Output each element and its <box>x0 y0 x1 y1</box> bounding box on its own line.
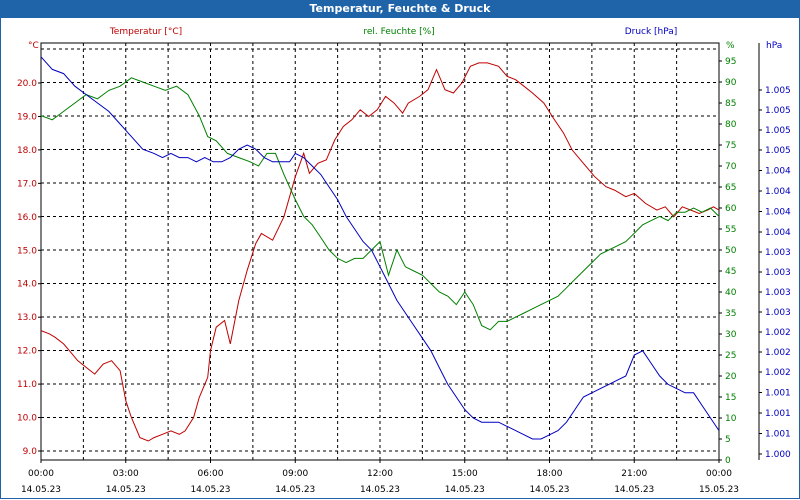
pressure-tick-label: 1.004 <box>765 228 791 238</box>
pressure-tick-label: 1.005 <box>765 126 791 136</box>
x-tick-label-time: 03:00 <box>113 469 139 479</box>
humidity-tick-label: 40 <box>725 288 737 298</box>
humidity-tick-label: 85 <box>725 99 736 109</box>
pressure-tick-label: 1.001 <box>765 389 791 399</box>
humidity-tick-label: 90 <box>725 78 737 88</box>
x-tick-label-time: 15:00 <box>452 469 478 479</box>
humidity-tick-label: 10 <box>725 414 737 424</box>
pressure-tick-label: 1.004 <box>765 208 791 218</box>
pressure-tick-label: 1.002 <box>765 328 791 338</box>
humidity-tick-label: 75 <box>725 141 736 151</box>
temperature-tick-label: 17.0 <box>17 179 37 189</box>
x-tick-label-time: 12:00 <box>367 469 393 479</box>
window-title: Temperatur, Feuchte & Druck <box>0 0 800 18</box>
humidity-tick-label: 30 <box>725 330 737 340</box>
x-tick-label-date: 14.05.23 <box>360 485 400 495</box>
humidity-tick-label: 70 <box>725 162 737 172</box>
x-tick-label-date: 14.05.23 <box>190 485 230 495</box>
pressure-tick-label: 1.003 <box>765 288 791 298</box>
humidity-tick-label: 20 <box>725 372 737 382</box>
humidity-tick-label: 55 <box>725 225 736 235</box>
chart-area: Temperatur [°C] rel. Feuchte [%] Druck [hP… <box>0 18 800 499</box>
pressure-tick-label: 1.004 <box>765 167 791 177</box>
humidity-tick-label: 95 <box>725 57 736 67</box>
humidity-tick-label: 65 <box>725 183 736 193</box>
pressure-tick-label: 1.001 <box>765 430 791 440</box>
x-tick-label-date: 14.05.23 <box>614 485 654 495</box>
humidity-tick-label: 5 <box>725 435 731 445</box>
pressure-series-line <box>40 56 720 440</box>
humidity-tick-label: 25 <box>725 351 736 361</box>
humidity-tick-label: 50 <box>725 246 737 256</box>
humidity-tick-label: 35 <box>725 309 736 319</box>
temperature-tick-label: 9.0 <box>23 447 38 457</box>
pressure-axis-title: Druck [hPa] <box>625 27 678 37</box>
x-tick-label-time: 18:00 <box>537 469 563 479</box>
temperature-tick-label: 10.0 <box>17 414 37 424</box>
temperature-axis-title: Temperatur [°C] <box>109 27 182 37</box>
x-tick-label-time: 09:00 <box>282 469 308 479</box>
pressure-tick-label: 1.005 <box>765 146 791 156</box>
pressure-tick-label: 1.003 <box>765 268 791 278</box>
x-tick-label-date: 14.05.23 <box>21 485 61 495</box>
x-tick-label-time: 06:00 <box>198 469 224 479</box>
temperature-series-line <box>40 62 720 442</box>
temperature-tick-label: 14.0 <box>17 280 37 290</box>
humidity-tick-label: 80 <box>725 120 737 130</box>
humidity-axis-title: rel. Feuchte [%] <box>363 27 434 37</box>
pressure-tick-label: 1.003 <box>765 308 791 318</box>
humidity-tick-label: 15 <box>725 393 736 403</box>
pressure-unit-label: hPa <box>766 41 782 51</box>
temperature-tick-label: 19.0 <box>17 112 37 122</box>
x-tick-label-date: 14.05.23 <box>445 485 485 495</box>
pressure-tick-label: 1.005 <box>765 106 791 116</box>
pressure-tick-label: 1.000 <box>765 450 791 460</box>
x-tick-label-date: 14.05.23 <box>275 485 315 495</box>
humidity-unit-label: % <box>726 41 735 51</box>
humidity-series-line <box>40 77 720 331</box>
pressure-tick-label: 1.003 <box>765 248 791 258</box>
temperature-unit-label: °C <box>28 41 39 51</box>
x-tick-label-time: 21:00 <box>621 469 647 479</box>
pressure-tick-label: 1.004 <box>765 187 791 197</box>
pressure-tick-label: 1.002 <box>765 348 791 358</box>
temperature-tick-label: 11.0 <box>17 380 37 390</box>
pressure-tick-label: 1.005 <box>765 86 791 96</box>
humidity-tick-label: 60 <box>725 204 737 214</box>
temperature-tick-label: 13.0 <box>17 313 37 323</box>
temperature-tick-label: 16.0 <box>17 213 37 223</box>
pressure-tick-label: 1.002 <box>765 368 791 378</box>
x-tick-label-time: 00:00 <box>706 469 732 479</box>
humidity-tick-label: 0 <box>725 456 731 466</box>
x-tick-label-date: 14.05.23 <box>106 485 146 495</box>
chart-svg: Temperatur [°C] rel. Feuchte [%] Druck [hP… <box>17 27 791 495</box>
x-tick-label-date: 14.05.23 <box>529 485 569 495</box>
x-tick-label-time: 00:00 <box>28 469 54 479</box>
pressure-tick-label: 1.001 <box>765 409 791 419</box>
temperature-tick-label: 12.0 <box>17 347 37 357</box>
humidity-tick-label: 45 <box>725 267 736 277</box>
temperature-tick-label: 20.0 <box>17 79 37 89</box>
temperature-tick-label: 15.0 <box>17 246 37 256</box>
temperature-tick-label: 18.0 <box>17 146 37 156</box>
x-tick-label-date: 15.05.23 <box>699 485 739 495</box>
